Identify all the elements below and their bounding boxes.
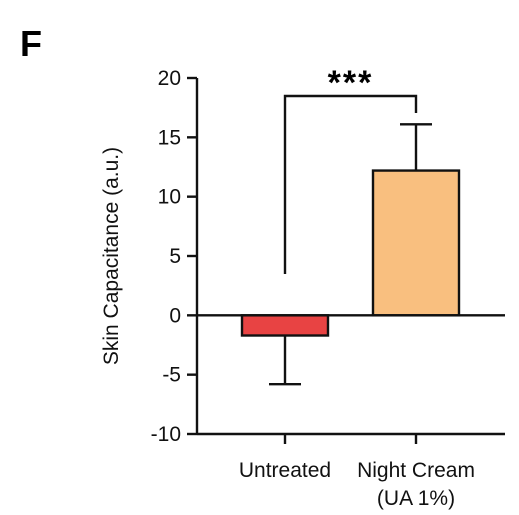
y-tick-label: 15 [158, 126, 181, 149]
error-bars [269, 123, 432, 386]
x-axis: Untreated Night Cream (UA 1%) [197, 314, 505, 510]
significance-bracket-line [283, 94, 418, 274]
y-axis-title: Skin Capacitance (a.u.) [100, 147, 123, 365]
x-tick-label: Night Cream [357, 459, 475, 482]
y-tick-label: -10 [151, 423, 181, 446]
bar [240, 314, 330, 337]
x-tick-label-line2: (UA 1%) [377, 487, 455, 510]
bar [371, 169, 461, 317]
y-tick-label: -5 [162, 364, 181, 387]
y-axis: 20 15 10 5 0 -5 -10 [151, 67, 199, 446]
y-tick-label: 10 [158, 186, 181, 209]
bars [240, 169, 461, 337]
y-tick-label: 0 [169, 304, 181, 327]
x-tick-label: Untreated [239, 459, 331, 482]
significance-bracket: *** [283, 64, 418, 274]
y-tick-label: 5 [169, 245, 181, 268]
significance-label: *** [328, 64, 374, 102]
y-tick-label: 20 [158, 67, 181, 90]
panel-letter: F [20, 23, 42, 64]
